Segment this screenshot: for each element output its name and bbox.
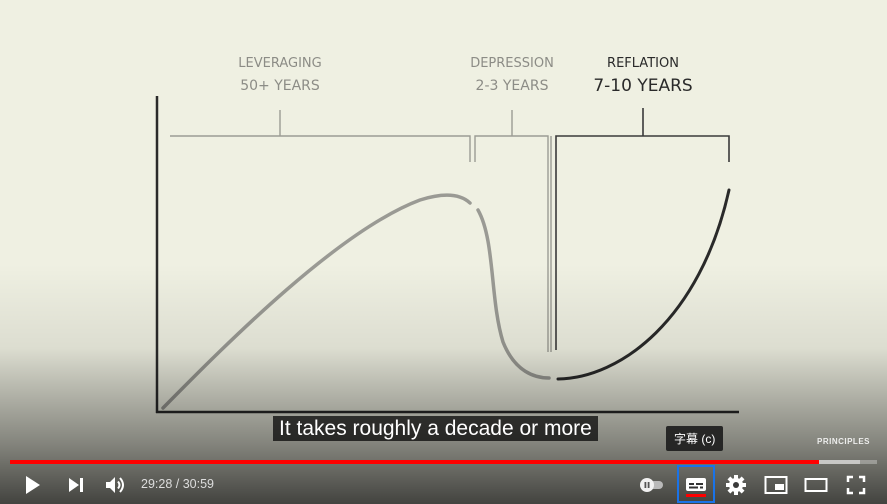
reflation-title: REFLATION [607, 56, 679, 71]
progress-played [10, 460, 819, 464]
settings-icon [726, 475, 746, 495]
subtitles-focus-ring [677, 465, 715, 503]
fullscreen-button[interactable] [837, 466, 875, 504]
miniplayer-button[interactable] [757, 466, 795, 504]
time-display: 29:28 / 30:59 [141, 477, 214, 491]
autoplay-toggle-icon [640, 478, 663, 492]
subtitles-active-indicator [686, 494, 706, 497]
leveraging-bracket [170, 110, 471, 162]
play-icon [26, 476, 40, 494]
volume-button[interactable] [96, 466, 134, 504]
subtitles-button[interactable] [677, 466, 715, 504]
time-separator: / [172, 477, 183, 491]
subtitle-caption: It takes roughly a decade or more [273, 416, 598, 441]
subtitles-tooltip: 字幕 (c) [666, 426, 724, 451]
leveraging-title: LEVERAGING [238, 56, 321, 71]
volume-icon [106, 477, 124, 493]
channel-watermark: PRINCIPLES [816, 437, 870, 446]
autoplay-toggle[interactable] [632, 466, 670, 504]
next-icon [69, 478, 83, 492]
reflation-years: 7-10 YEARS [593, 76, 692, 96]
miniplayer-icon [764, 476, 788, 494]
leveraging-years: 50+ YEARS [240, 78, 320, 94]
depression-title: DEPRESSION [470, 56, 554, 71]
current-time: 29:28 [141, 477, 173, 491]
controls-gradient [0, 264, 887, 504]
next-button[interactable] [57, 466, 95, 504]
theater-icon [804, 478, 828, 492]
play-button[interactable] [13, 466, 51, 504]
depression-years: 2-3 YEARS [476, 78, 549, 94]
reflation-bracket [555, 108, 730, 350]
theater-button[interactable] [797, 466, 835, 504]
subtitles-icon [686, 478, 706, 491]
fullscreen-icon [846, 475, 866, 495]
control-bar: 29:28 / 30:59 [0, 465, 887, 504]
progress-bar[interactable] [10, 460, 877, 464]
settings-button[interactable] [717, 466, 755, 504]
duration: 30:59 [182, 477, 214, 491]
